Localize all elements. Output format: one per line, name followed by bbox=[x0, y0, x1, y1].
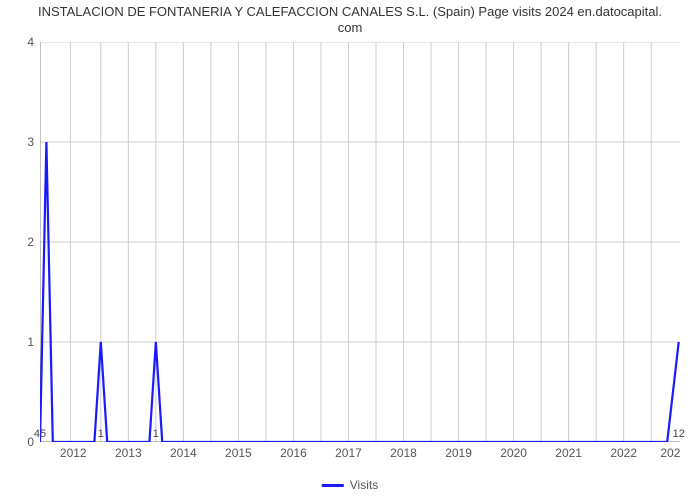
bottom-value: 12 bbox=[673, 428, 685, 440]
x-tick-label: 2015 bbox=[225, 442, 252, 460]
x-tick-label: 2020 bbox=[500, 442, 527, 460]
x-tick-label: 2019 bbox=[445, 442, 472, 460]
bottom-value: 1 bbox=[98, 428, 104, 440]
x-tick-label: 2012 bbox=[60, 442, 87, 460]
x-tick-label: 2014 bbox=[170, 442, 197, 460]
y-tick-label: 3 bbox=[27, 135, 40, 149]
x-tick-label: 2018 bbox=[390, 442, 417, 460]
plot-area: 0123445111220122013201420152016201720182… bbox=[40, 42, 680, 442]
x-tick-label: 2022 bbox=[610, 442, 637, 460]
chart-container: INSTALACION DE FONTANERIA Y CALEFACCION … bbox=[0, 0, 700, 500]
bottom-value: 45 bbox=[34, 428, 46, 440]
x-tick-label: 2021 bbox=[555, 442, 582, 460]
legend-swatch bbox=[322, 484, 344, 487]
bottom-value: 1 bbox=[153, 428, 159, 440]
x-tick-label: 2016 bbox=[280, 442, 307, 460]
x-tick-label: 2013 bbox=[115, 442, 142, 460]
x-tick-label: 202 bbox=[660, 442, 680, 460]
chart-title-line2: com bbox=[338, 20, 363, 35]
legend-label: Visits bbox=[350, 478, 378, 492]
chart-title: INSTALACION DE FONTANERIA Y CALEFACCION … bbox=[0, 0, 700, 37]
y-tick-label: 2 bbox=[27, 235, 40, 249]
y-tick-label: 1 bbox=[27, 335, 40, 349]
chart-title-line1: INSTALACION DE FONTANERIA Y CALEFACCION … bbox=[38, 4, 662, 19]
legend: Visits bbox=[322, 478, 378, 492]
plot-svg bbox=[40, 42, 680, 442]
x-tick-label: 2017 bbox=[335, 442, 362, 460]
y-tick-label: 4 bbox=[27, 35, 40, 49]
